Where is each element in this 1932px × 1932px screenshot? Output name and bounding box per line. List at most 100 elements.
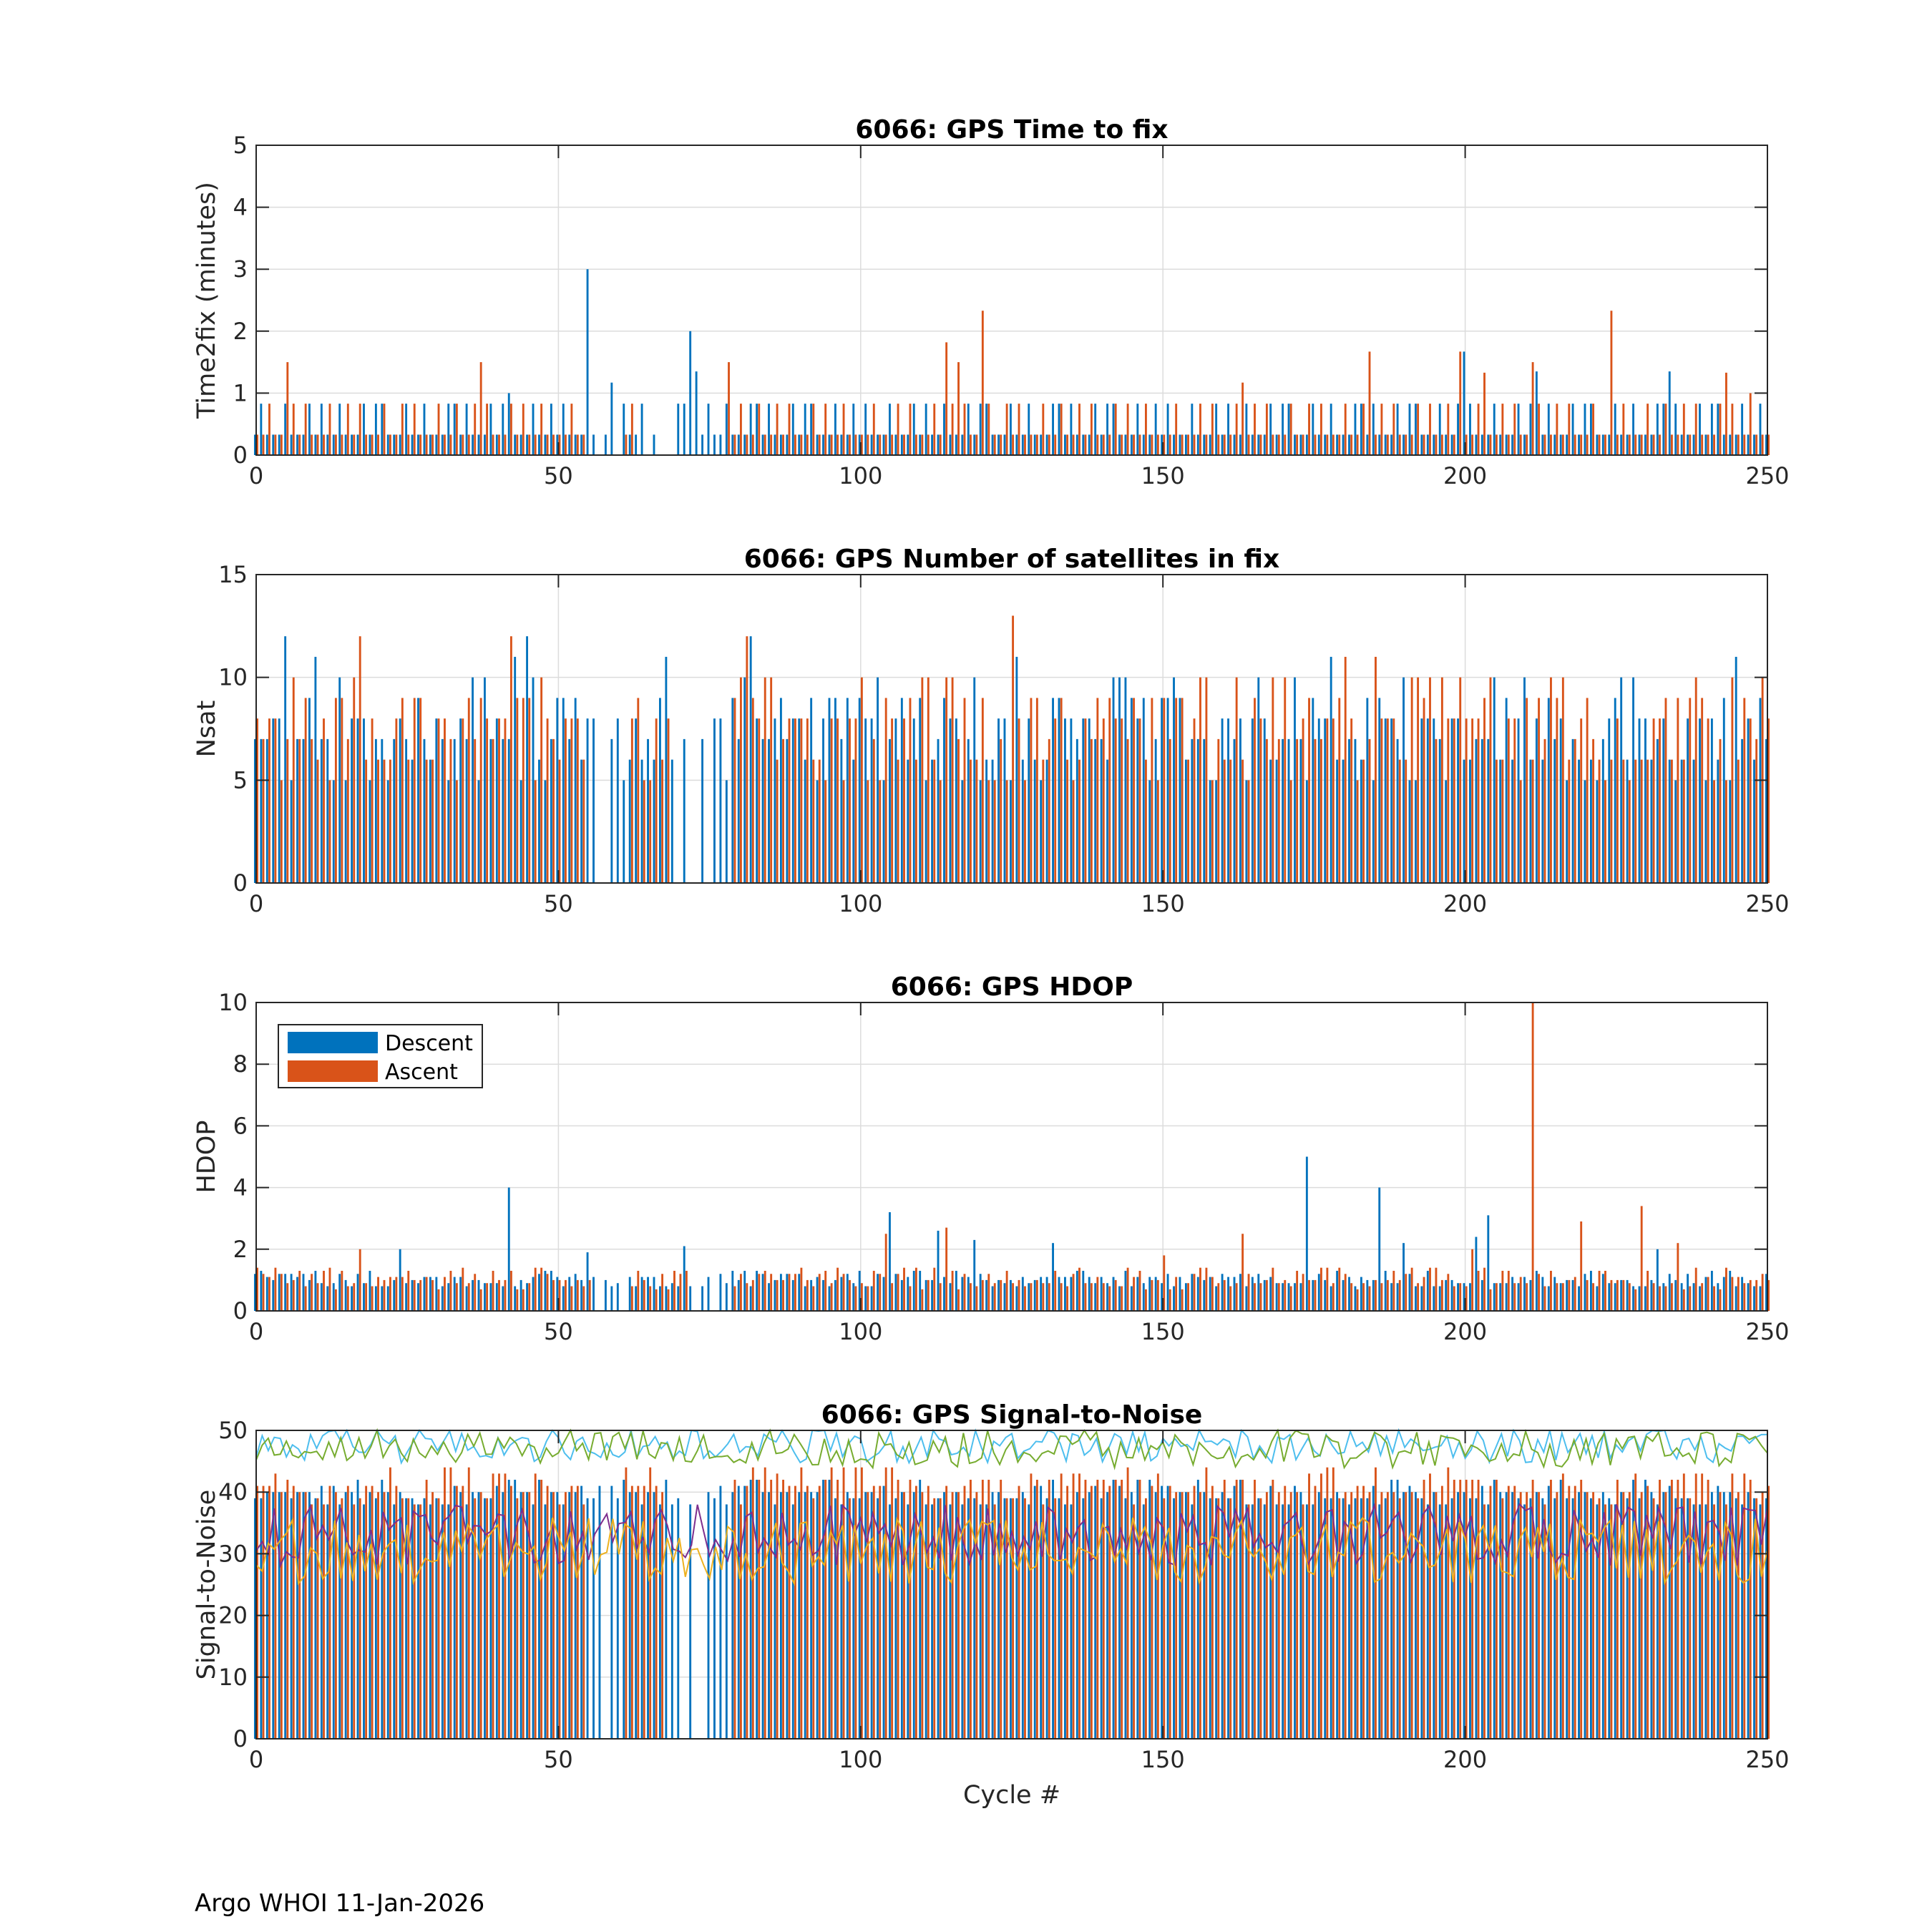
ascent-bar xyxy=(1205,1267,1208,1311)
ascent-bar xyxy=(981,311,984,455)
ascent-bar xyxy=(1332,434,1335,455)
ascent-bar xyxy=(1175,1492,1178,1739)
ascent-bar xyxy=(1447,1274,1450,1311)
y-axis-label: Nsat xyxy=(192,701,221,758)
descent-bar xyxy=(272,434,275,455)
ascent-bar xyxy=(1018,718,1020,883)
descent-bar xyxy=(338,404,341,455)
ascent-bar xyxy=(1084,1479,1087,1739)
descent-bar xyxy=(1553,434,1556,455)
y-tick-label: 15 xyxy=(218,561,248,588)
descent-bar xyxy=(1487,1215,1490,1311)
y-tick-label: 0 xyxy=(233,869,248,897)
descent-bar xyxy=(1227,1498,1229,1739)
descent-bar xyxy=(1239,1274,1241,1311)
ascent-bar xyxy=(1156,1473,1159,1739)
ascent-bar xyxy=(552,1279,555,1311)
ascent-bar xyxy=(377,1492,379,1739)
descent-bar xyxy=(937,738,940,883)
ascent-bar xyxy=(1568,759,1571,883)
descent-bar xyxy=(882,780,885,883)
descent-bar xyxy=(1699,1504,1701,1739)
descent-bar xyxy=(894,434,897,455)
descent-bar xyxy=(1680,434,1683,455)
plot-area xyxy=(256,145,1767,455)
descent-bar xyxy=(1142,1504,1145,1739)
descent-bar xyxy=(810,698,813,883)
ascent-bar xyxy=(479,1492,482,1739)
descent-bar xyxy=(472,434,474,455)
descent-bar xyxy=(1360,1277,1362,1311)
ascent-bar xyxy=(1048,434,1050,455)
ascent-bar xyxy=(1574,738,1576,883)
ascent-bar xyxy=(939,780,942,883)
ascent-bar xyxy=(1405,759,1407,883)
descent-bar xyxy=(1402,434,1405,455)
ascent-bar xyxy=(1000,738,1002,883)
descent-bar xyxy=(314,1270,317,1311)
descent-bar xyxy=(1450,1279,1453,1311)
descent-bar xyxy=(519,1279,522,1311)
descent-bar xyxy=(1729,1270,1732,1311)
descent-bar xyxy=(1094,1485,1097,1739)
descent-bar xyxy=(386,434,389,455)
descent-bar xyxy=(1173,1498,1175,1739)
ascent-bar xyxy=(353,1283,356,1311)
ascent-bar xyxy=(1417,1498,1420,1739)
descent-bar xyxy=(1118,434,1121,455)
descent-bar xyxy=(1263,718,1266,883)
ascent-bar xyxy=(1048,1479,1050,1739)
ascent-bar xyxy=(824,1270,827,1311)
ascent-bar xyxy=(1259,434,1262,455)
descent-bar xyxy=(768,1492,770,1739)
descent-bar xyxy=(1070,1504,1073,1739)
descent-bar xyxy=(308,698,311,883)
descent-bar xyxy=(484,677,486,883)
descent-bar xyxy=(804,1492,806,1739)
ascent-bar xyxy=(1677,698,1679,883)
descent-bar xyxy=(1209,434,1211,455)
descent-bar xyxy=(949,1283,952,1311)
descent-bar xyxy=(840,1504,843,1739)
ascent-bar xyxy=(1072,1274,1075,1311)
ascent-bar xyxy=(389,759,391,883)
ascent-bar xyxy=(1531,759,1534,883)
ascent-bar xyxy=(987,1479,990,1739)
descent-bar xyxy=(1499,1283,1502,1311)
descent-bar xyxy=(822,1479,824,1739)
ascent-bar xyxy=(1151,1279,1153,1311)
ascent-bar xyxy=(1356,780,1359,883)
ascent-bar xyxy=(1543,434,1546,455)
ascent-bar xyxy=(1133,434,1135,455)
ascent-bar xyxy=(1133,698,1135,883)
ascent-bar xyxy=(582,434,585,455)
ascent-bar xyxy=(751,1467,754,1739)
descent-bar xyxy=(417,1283,419,1311)
ascent-bar xyxy=(975,759,978,883)
ascent-bar xyxy=(1272,434,1274,455)
bars-group xyxy=(253,1467,1770,1739)
descent-bar xyxy=(1058,1277,1060,1311)
descent-bar xyxy=(1656,404,1659,455)
ascent-bar xyxy=(987,1274,990,1311)
descent-bar xyxy=(1415,404,1417,455)
descent-bar xyxy=(1644,1286,1646,1311)
ascent-bar xyxy=(1254,1479,1256,1739)
descent-bar xyxy=(1722,698,1725,883)
descent-bar xyxy=(852,759,855,883)
descent-bar xyxy=(924,1504,927,1739)
ascent-bar xyxy=(1682,759,1685,883)
descent-bar xyxy=(544,1270,547,1311)
descent-bar xyxy=(1426,718,1429,883)
descent-bar xyxy=(1384,718,1387,883)
ascent-bar xyxy=(1610,1504,1613,1739)
descent-bar xyxy=(1263,1504,1266,1739)
ascent-bar xyxy=(739,404,742,455)
descent-bar xyxy=(1493,1283,1496,1311)
ascent-bar xyxy=(884,698,887,883)
ascent-bar xyxy=(516,1498,519,1739)
descent-bar xyxy=(1130,1286,1133,1311)
descent-bar xyxy=(1082,1498,1085,1739)
x-tick-label: 150 xyxy=(1141,462,1185,489)
descent-bar xyxy=(725,1504,728,1739)
